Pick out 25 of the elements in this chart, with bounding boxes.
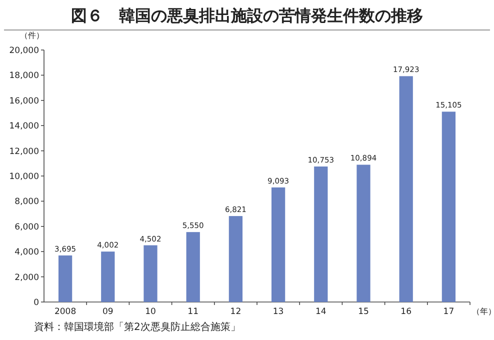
xtick: 14 xyxy=(315,307,326,317)
xtick: 12 xyxy=(230,307,242,317)
ytick: 0 xyxy=(34,298,39,308)
ytick: 16,000 xyxy=(9,96,39,106)
xtick: 17 xyxy=(443,307,454,317)
xtick: 09 xyxy=(102,307,114,317)
ytick: 4,000 xyxy=(14,248,39,258)
ytick: 2,000 xyxy=(14,272,39,283)
ytick: 10,000 xyxy=(9,172,39,182)
title: 図６ 韓国の悪臭排出施設の苦情発生件数の推移 xyxy=(71,6,423,25)
ytick: 8,000 xyxy=(14,197,39,208)
ytick: 12,000 xyxy=(9,146,39,157)
xtick: 2008 xyxy=(54,307,76,317)
ytick: 6,000 xyxy=(14,222,39,232)
ytick: 20,000 xyxy=(9,46,39,56)
xlabel: （年） xyxy=(472,307,494,316)
ytick: 18,000 xyxy=(9,71,39,82)
xtick: 15 xyxy=(358,307,369,317)
xtick: 11 xyxy=(188,307,199,317)
ytick: 14,000 xyxy=(9,122,39,132)
xtick: 10 xyxy=(145,307,156,317)
ylabel: （件） xyxy=(20,31,44,40)
annotation: 資料：韓国環境部「第2次悪臭防止総合施策」 xyxy=(34,322,240,333)
xtick: 16 xyxy=(400,307,412,317)
xtick: 13 xyxy=(272,307,284,317)
